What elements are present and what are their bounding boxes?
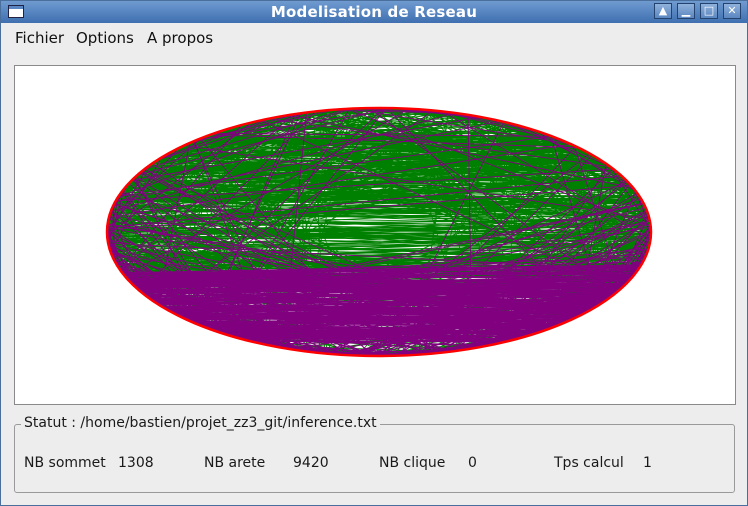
status-legend: Statut : /home/bastien/projet_zz3_git/in… bbox=[21, 415, 380, 431]
window-title: Modelisation de Reseau bbox=[270, 3, 478, 21]
tps-calcul-value: 1 bbox=[643, 455, 652, 471]
menu-fichier[interactable]: Fichier bbox=[15, 29, 65, 47]
nb-arete-value: 9420 bbox=[293, 455, 329, 471]
menu-options[interactable]: Options bbox=[76, 29, 134, 47]
minimize-icon: ▁ bbox=[681, 4, 691, 17]
minimize-button[interactable]: ▁ bbox=[677, 3, 695, 19]
nb-sommet-label: NB sommet bbox=[24, 455, 106, 471]
close-icon: ✕ bbox=[727, 4, 737, 17]
maximize-button[interactable]: □ bbox=[700, 3, 718, 19]
menu-a-propos[interactable]: A propos bbox=[147, 29, 214, 47]
close-button[interactable]: ✕ bbox=[723, 3, 741, 19]
vertex-ring bbox=[105, 106, 653, 358]
nb-clique-value: 0 bbox=[468, 455, 477, 471]
menu-bar: Fichier Options A propos bbox=[2, 24, 746, 52]
nb-clique-label: NB clique bbox=[379, 455, 446, 471]
tps-calcul-label: Tps calcul bbox=[554, 455, 624, 471]
graph-canvas[interactable] bbox=[14, 65, 736, 405]
network-graph bbox=[105, 106, 653, 358]
graph-edges bbox=[107, 108, 651, 356]
maximize-icon: □ bbox=[703, 4, 715, 17]
arrow-up-icon: ▲ bbox=[658, 4, 668, 17]
nb-arete-label: NB arete bbox=[204, 455, 266, 471]
nb-sommet-value: 1308 bbox=[118, 455, 154, 471]
keep-above-button[interactable]: ▲ bbox=[654, 3, 672, 19]
title-bar: Modelisation de Reseau ▲ ▁ □ ✕ bbox=[1, 1, 747, 23]
window-menu-icon[interactable] bbox=[8, 5, 24, 18]
